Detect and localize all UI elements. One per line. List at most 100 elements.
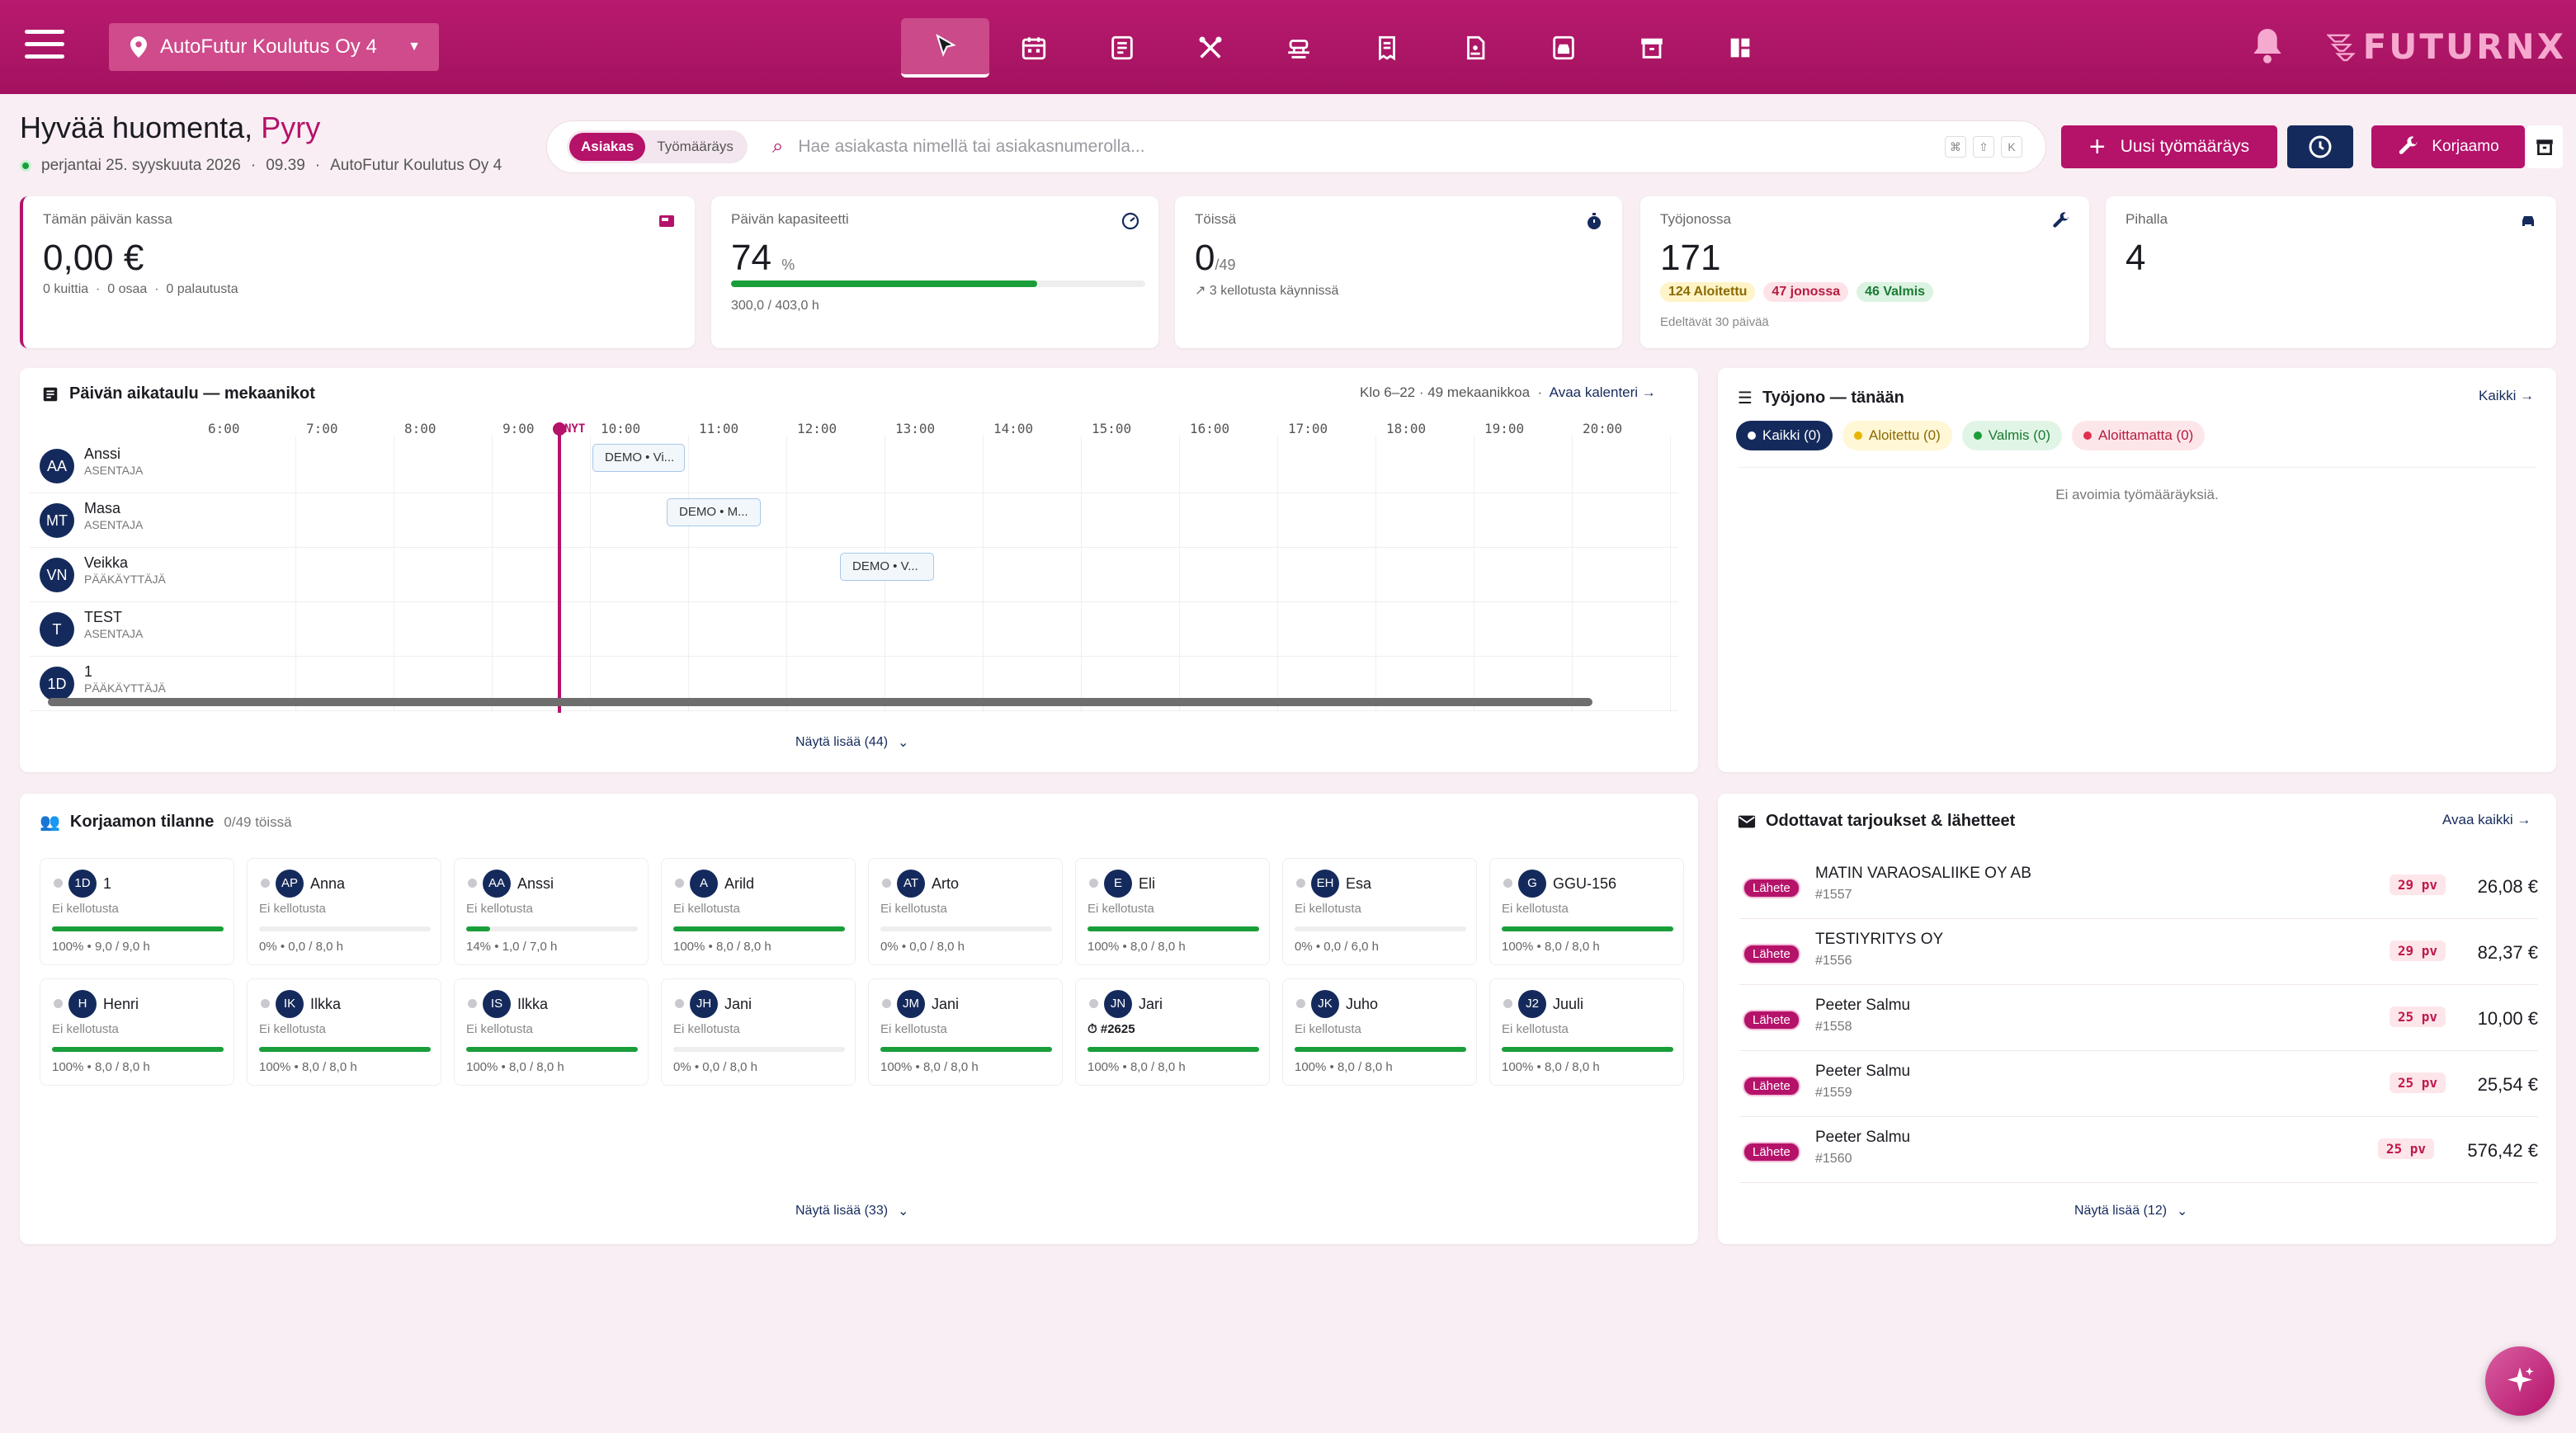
stat-capacity[interactable]: Päivän kapasiteetti 74 % 300,0 / 403,0 h: [711, 196, 1158, 348]
worker-progress-bar: [466, 1047, 638, 1052]
offer-age-badge: 29 pv: [2389, 940, 2446, 961]
worker-card[interactable]: EH Esa Ei kellotusta 0% • 0,0 / 6,0 h: [1282, 858, 1477, 965]
nav-car-service-icon[interactable]: [1519, 18, 1607, 78]
stat-cash[interactable]: Tämän päivän kassa 0,00 € 0 kuittia · 0 …: [20, 196, 695, 348]
worker-progress-bar: [1502, 1047, 1673, 1052]
offers-show-more[interactable]: Näytä lisää (12) ⌄: [2074, 1203, 2187, 1219]
offer-number: #1556: [1815, 954, 1852, 968]
key-k: K: [2001, 136, 2022, 158]
nav-cursor-icon[interactable]: [901, 18, 989, 78]
worker-card[interactable]: H Henri Ei kellotusta 100% • 8,0 / 8,0 h: [40, 978, 234, 1086]
worker-name: Jani: [932, 996, 960, 1012]
mechanic-role: ASENTAJA: [84, 464, 144, 477]
search-input[interactable]: Hae asiakasta nimellä tai asiakasnumerol…: [798, 137, 1145, 156]
stat-queue[interactable]: Työjonossa 171 124 Aloitettu 47 jonossa 46…: [1640, 196, 2089, 348]
filter-not-started[interactable]: Aloittamatta (0): [2072, 421, 2206, 450]
workshop-show-more[interactable]: Näytä lisää (33) ⌄: [795, 1203, 908, 1219]
bell-icon[interactable]: [2251, 25, 2284, 66]
status-dot: [1503, 999, 1512, 1008]
stat-value: 0,00 €: [43, 238, 144, 278]
nav-archive-icon[interactable]: [1607, 18, 1696, 78]
workshop-label: Korjaamo: [2432, 138, 2499, 155]
schedule-show-more[interactable]: Näytä lisää (44) ⌄: [795, 734, 908, 751]
worker-card[interactable]: JK Juho Ei kellotusta 100% • 8,0 / 8,0 h: [1282, 978, 1477, 1086]
current-company: AutoFutur Koulutus Oy 4: [330, 157, 502, 174]
worker-progress-fill: [466, 1047, 638, 1052]
clock-button[interactable]: [2287, 125, 2353, 168]
nav-invoice-icon[interactable]: [1342, 18, 1431, 78]
menu-icon[interactable]: [25, 30, 64, 63]
worker-card[interactable]: 1D 1 Ei kellotusta 100% • 9,0 / 9,0 h: [40, 858, 234, 965]
mechanic-role: ASENTAJA: [84, 627, 144, 640]
offer-row[interactable]: Lähete Peeter Salmu #1559 25 pv 25,54 €: [1739, 1051, 2538, 1117]
nav-tools-icon[interactable]: [1166, 18, 1254, 78]
search-mode-toggle: Asiakas Työmääräys: [567, 130, 748, 163]
offer-number: #1558: [1815, 1020, 1852, 1034]
worker-card[interactable]: JM Jani Ei kellotusta 100% • 8,0 / 8,0 h: [868, 978, 1063, 1086]
status-dot: [675, 879, 684, 888]
offers-open-all-link[interactable]: Avaa kaikki →: [2442, 812, 2531, 827]
worker-card[interactable]: AA Anssi Ei kellotusta 14% • 1,0 / 7,0 h: [454, 858, 649, 965]
nav-calendar-icon[interactable]: [989, 18, 1078, 78]
key-shift: ⇧: [1973, 136, 1994, 158]
worker-card[interactable]: IK Ilkka Ei kellotusta 100% • 8,0 / 8,0 h: [247, 978, 441, 1086]
new-workorder-button[interactable]: + Uusi työmääräys: [2061, 125, 2277, 168]
chevron-down-icon: ▼: [408, 40, 421, 54]
offer-row[interactable]: Lähete Peeter Salmu #1560 25 pv 576,42 €: [1739, 1117, 2538, 1183]
offer-row[interactable]: Lähete Peeter Salmu #1558 25 pv 10,00 €: [1739, 985, 2538, 1051]
keyboard-shortcut: ⌘ ⇧ K: [1945, 136, 2022, 158]
worker-card[interactable]: A Arild Ei kellotusta 100% • 8,0 / 8,0 h: [661, 858, 856, 965]
worker-card[interactable]: E Eli Ei kellotusta 100% • 8,0 / 8,0 h: [1075, 858, 1270, 965]
worker-name: Ilkka: [310, 996, 342, 1012]
stat-yard[interactable]: Pihalla 4: [2106, 196, 2556, 348]
offer-row[interactable]: Lähete TESTIYRITYS OY #1556 29 pv 82,37 €: [1739, 919, 2538, 985]
worker-card[interactable]: AT Arto Ei kellotusta 0% • 0,0 / 8,0 h: [868, 858, 1063, 965]
worker-card[interactable]: G GGU-156 Ei kellotusta 100% • 8,0 / 8,0 h: [1489, 858, 1684, 965]
worker-card[interactable]: IS Ilkka Ei kellotusta 100% • 8,0 / 8,0 h: [454, 978, 649, 1086]
queue-filters: Kaikki (0) Aloitettu (0) Valmis (0) Aloi…: [1736, 421, 2215, 450]
hour-label: 12:00: [797, 421, 837, 436]
date-line: perjantai 25. syyskuuta 2026 · 09.39 · A…: [20, 157, 502, 175]
company-selector[interactable]: AutoFutur Koulutus Oy 4 ▼: [109, 23, 439, 71]
archive-button[interactable]: [2526, 125, 2563, 168]
worker-name: Anssi: [517, 875, 554, 892]
schedule-event[interactable]: DEMO • M...: [667, 498, 761, 526]
divider: [1738, 467, 2536, 468]
worker-card[interactable]: J2 Juuli Ei kellotusta 100% • 8,0 / 8,0 h: [1489, 978, 1684, 1086]
filter-label: Aloittamatta (0): [2098, 427, 2194, 443]
nav-lift-icon[interactable]: [1254, 18, 1342, 78]
filter-started[interactable]: Aloitettu (0): [1842, 421, 1952, 450]
filter-label: Kaikki (0): [1762, 427, 1821, 443]
worker-card[interactable]: JH Jani Ei kellotusta 0% • 0,0 / 8,0 h: [661, 978, 856, 1086]
offer-row[interactable]: Lähete MATIN VARAOSALIIKE OY AB #1557 29 pv…: [1739, 853, 2538, 919]
stat-working[interactable]: Töissä 0/49 ↗ 3 kellotusta käynnissä: [1175, 196, 1622, 348]
offer-customer: Peeter Salmu: [1815, 1063, 1911, 1080]
worker-card[interactable]: AP Anna Ei kellotusta 0% • 0,0 / 8,0 h: [247, 858, 441, 965]
filter-done[interactable]: Valmis (0): [1961, 421, 2063, 450]
queue-all-link[interactable]: Kaikki →: [2479, 388, 2535, 403]
stat-sub: ↗ 3 kellotusta käynnissä: [1195, 282, 1338, 299]
nav-document-icon[interactable]: [1431, 18, 1519, 78]
stat-value: 4: [2125, 238, 2146, 278]
schedule-event[interactable]: DEMO • V...: [840, 553, 934, 581]
main-nav: [901, 18, 1784, 78]
mode-customer-button[interactable]: Asiakas: [569, 133, 646, 161]
nav-list-icon[interactable]: [1078, 18, 1166, 78]
workshop-button[interactable]: Korjaamo: [2371, 125, 2525, 168]
mode-workorder-button[interactable]: Työmääräys: [657, 139, 734, 154]
open-calendar-link[interactable]: Avaa kalenteri →: [1549, 384, 1656, 400]
worker-name: Arto: [932, 875, 960, 892]
queue-title: Työjono — tänään: [1762, 389, 1904, 407]
worker-progress-fill: [880, 1047, 1052, 1052]
worker-card[interactable]: JN Jari ⏱ #2625 100% • 8,0 / 8,0 h: [1075, 978, 1270, 1086]
mechanic-row: MT Masa ASENTAJA: [30, 493, 1678, 548]
filter-all[interactable]: Kaikki (0): [1736, 421, 1833, 450]
gauge-icon: [1121, 212, 1139, 230]
nav-dashboard-icon[interactable]: [1696, 18, 1784, 78]
now-line: [558, 422, 561, 713]
schedule-scrollbar[interactable]: [48, 698, 1592, 706]
worker-hours: 100% • 8,0 / 8,0 h: [1295, 1060, 1393, 1074]
ai-assistant-button[interactable]: [2485, 1346, 2555, 1416]
logo-text: FUTURNX: [2362, 26, 2566, 67]
schedule-event[interactable]: DEMO • Vi...: [592, 444, 685, 472]
